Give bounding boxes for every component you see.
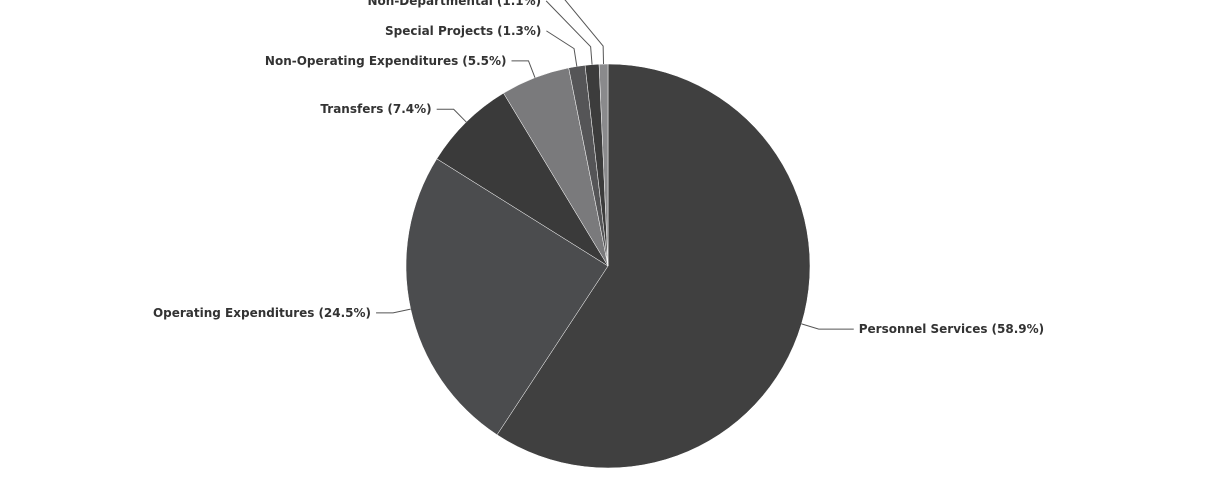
leader-line — [436, 108, 467, 123]
pie-slice — [496, 63, 811, 469]
value-label: (5.5%) — [462, 53, 506, 67]
slice-label: Non-Operating Expenditures (5.5%) — [265, 53, 507, 67]
value-label: (1.1%) — [497, 0, 541, 7]
category-name: Non-Operating Expenditures — [265, 53, 458, 67]
leader-line — [546, 30, 578, 67]
slice-label: Transfers (7.4%) — [320, 102, 431, 116]
value-label: (58.9%) — [992, 322, 1045, 336]
leader-line — [564, 0, 605, 65]
pie-slice — [405, 158, 609, 436]
category-name: Special Projects — [385, 23, 493, 37]
category-name: Operating Expenditures — [153, 305, 315, 319]
slice-label: Non-Departmental (1.1%) — [368, 0, 542, 7]
value-label: (1.3%) — [497, 23, 541, 37]
leader-line — [545, 0, 593, 65]
pie-slice — [598, 63, 609, 267]
category-name: Personnel Services — [859, 322, 988, 336]
leader-line — [376, 308, 411, 314]
value-label: (7.4%) — [387, 102, 431, 116]
value-label: (24.5%) — [318, 305, 371, 319]
leader-line — [801, 323, 854, 330]
slice-label: Personnel Services (58.9%) — [859, 322, 1044, 336]
category-name: Transfers — [320, 102, 383, 116]
leader-line — [511, 60, 536, 78]
category-name: Non-Departmental — [368, 0, 493, 7]
slice-label: Special Projects (1.3%) — [385, 23, 541, 37]
slice-label: Operating Expenditures (24.5%) — [153, 305, 371, 319]
